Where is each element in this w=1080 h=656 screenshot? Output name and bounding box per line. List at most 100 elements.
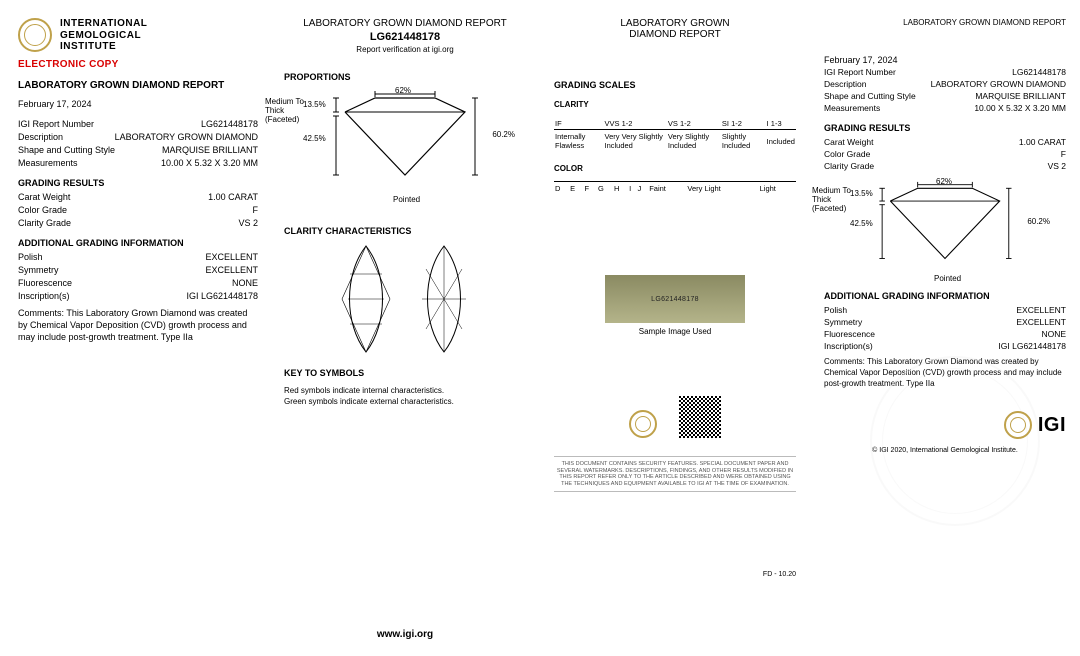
cs-i: I: [628, 182, 636, 196]
p4-desc: DescriptionLABORATORY GROWN DIAMOND: [824, 79, 1066, 89]
clarity-char-heading: CLARITY CHARACTERISTICS: [284, 226, 526, 236]
field-color-grade: Color GradeF: [18, 205, 258, 215]
comments-text: Comments: This Laboratory Grown Diamond …: [18, 307, 258, 343]
panel-summary: LABORATORY GROWN DIAMOND REPORT February…: [810, 0, 1080, 656]
value: MARQUISE BRILLIANT: [975, 91, 1066, 101]
p4-shape: Shape and Cutting Style MARQUISE BRILLIAN…: [824, 91, 1066, 101]
c1: IF: [554, 117, 604, 130]
value: LG621448178: [1012, 67, 1066, 77]
label: Fluorescence: [824, 329, 875, 339]
p4-sym: SymmetryEXCELLENT: [824, 317, 1066, 327]
value: 10.00 X 5.32 X 3.20 MM: [974, 103, 1066, 113]
value: F: [253, 205, 259, 215]
p4-clarity: Clarity GradeVS 2: [824, 161, 1066, 171]
mini-culet: Pointed: [934, 274, 961, 283]
c4: SI 1-2: [721, 117, 766, 130]
institute-name: INTERNATIONAL GEMOLOGICAL INSTITUTE: [60, 18, 147, 53]
value: EXCELLENT: [205, 265, 258, 275]
p3-title-l1: LABORATORY GROWN: [554, 18, 796, 29]
qr-code-icon: [679, 396, 721, 438]
field-description: DescriptionLABORATORY GROWN DIAMOND: [18, 132, 258, 142]
cs-h: H: [613, 182, 628, 196]
igi-seal-icon: [18, 18, 52, 52]
p2-report-id: LG621448178: [284, 31, 526, 43]
label: Color Grade: [824, 149, 870, 159]
value: EXCELLENT: [205, 252, 258, 262]
cs-vlight: Very Light: [686, 182, 758, 196]
mini-depth: 60.2%: [1027, 217, 1050, 226]
c5: I 1-3: [766, 117, 796, 130]
p4-inscr: Inscription(s) IGI LG621448178: [824, 341, 1066, 351]
label: Polish: [824, 305, 847, 315]
field-shape: Shape and Cutting StyleMARQUISE BRILLIAN…: [18, 145, 258, 155]
electronic-copy-stamp: ELECTRONIC COPY: [18, 59, 258, 70]
report-title: LABORATORY GROWN DIAMOND REPORT: [18, 80, 258, 91]
inst-l1: INTERNATIONAL: [60, 18, 147, 30]
value: NONE: [1041, 329, 1066, 339]
p4-polish: Polish EXCELLENT: [824, 305, 1066, 315]
value: F: [1061, 149, 1066, 159]
p4-grading-h: GRADING RESULTS: [824, 123, 1066, 133]
value: NONE: [232, 278, 258, 288]
value: 1.00 CARAT: [1019, 137, 1066, 147]
value: IGI LG621448178: [998, 341, 1066, 351]
proportions-heading: PROPORTIONS: [284, 72, 526, 82]
value: EXCELLENT: [1016, 305, 1066, 315]
mini-table: 62%: [936, 177, 952, 186]
label: Inscription(s): [824, 341, 873, 351]
label: Description: [18, 132, 63, 142]
clarity-scale-table: IFVVS 1-2VS 1-2SI 1-2I 1-3 Internally Fl…: [554, 117, 796, 152]
p2-title: LABORATORY GROWN DIAMOND REPORT: [284, 18, 526, 29]
website-url: www.igi.org: [270, 629, 540, 640]
field-polish: PolishEXCELLENT: [18, 252, 258, 262]
p4-carat: Carat Weight1.00 CARAT: [824, 137, 1066, 147]
cs-e: E: [569, 182, 583, 196]
report-date: February 17, 2024: [18, 99, 258, 109]
value: LG621448178: [201, 119, 258, 129]
d4: Slightly Included: [721, 130, 766, 153]
color-scale-table: DEFGHIJFaintVery LightLight: [554, 181, 796, 195]
proportions-diagram: 62% 13.5% 42.5% 60.2% Medium To Thick (F…: [295, 90, 515, 200]
inst-l3: INSTITUTE: [60, 41, 147, 53]
label: IGI Report Number: [824, 67, 896, 77]
label: Fluorescence: [18, 278, 72, 288]
fd-code: FD - 10.20: [763, 571, 796, 578]
marquise-top-icon: [336, 244, 396, 354]
label: Measurements: [18, 158, 78, 168]
key-green: Green symbols indicate external characte…: [284, 397, 526, 408]
field-fluorescence: Fluorescence NONE: [18, 278, 258, 288]
sample-inscription-image: LG621448178: [605, 275, 745, 323]
additional-info-heading: ADDITIONAL GRADING INFORMATION: [18, 238, 258, 248]
cs-faint: Faint: [648, 182, 686, 196]
grading-scales-heading: GRADING SCALES: [554, 80, 796, 90]
value: VS 2: [238, 218, 258, 228]
table-pct: 62%: [395, 86, 411, 95]
d3: Very Slightly Included: [667, 130, 721, 153]
p4-addl-h: ADDITIONAL GRADING INFORMATION: [824, 291, 1066, 301]
sample-text: LG621448178: [651, 296, 699, 303]
value: MARQUISE BRILLIANT: [162, 145, 258, 155]
d2: Very Very Slightly Included: [604, 130, 667, 153]
mini-pav: 42.5%: [850, 219, 873, 228]
p4-meas: Measurements10.00 X 5.32 X 3.20 MM: [824, 103, 1066, 113]
disclaimer-text: THIS DOCUMENT CONTAINS SECURITY FEATURES…: [554, 456, 796, 492]
c2: VVS 1-2: [604, 117, 667, 130]
label: Clarity Grade: [824, 161, 874, 171]
marquise-plots: [284, 244, 526, 354]
pavilion-pct: 42.5%: [303, 134, 326, 143]
cs-d: D: [554, 182, 569, 196]
culet-label: Pointed: [393, 195, 420, 204]
label: Shape and Cutting Style: [824, 91, 916, 101]
inst-l2: GEMOLOGICAL: [60, 30, 147, 42]
d1: Internally Flawless: [554, 130, 604, 153]
p4-title: LABORATORY GROWN DIAMOND REPORT: [824, 18, 1066, 27]
p4-date: February 17, 2024: [824, 55, 1066, 65]
value: 10.00 X 5.32 X 3.20 MM: [161, 158, 258, 168]
field-report-number: IGI Report NumberLG621448178: [18, 119, 258, 129]
label: Clarity Grade: [18, 218, 71, 228]
p2-verify: Report verification at igi.org: [284, 45, 526, 54]
igi-seal-small-icon: [629, 410, 657, 438]
grading-results-heading: GRADING RESULTS: [18, 178, 258, 188]
cs-f: F: [583, 182, 596, 196]
cs-g: G: [597, 182, 613, 196]
